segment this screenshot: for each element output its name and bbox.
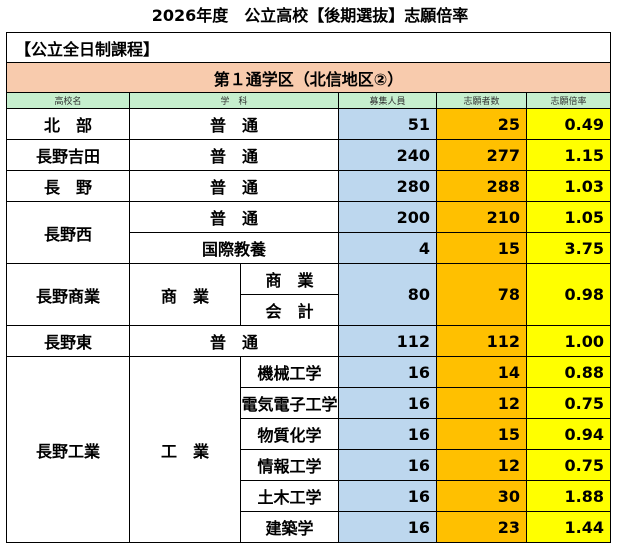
district-label: 第１通学区（北信地区②） <box>5 62 612 93</box>
course-name: 会 計 <box>240 294 339 326</box>
header-applicants: 志願者数 <box>436 92 527 109</box>
applicants-cell: 15 <box>436 232 527 264</box>
application-ratio-table: 【公立全日制課程】 第１通学区（北信地区②） 高校名 学 科 募集人員 志願者数… <box>5 32 612 543</box>
applicants-cell: 78 <box>436 263 527 326</box>
dept-name: 普 通 <box>129 139 339 171</box>
ratio-cell: 1.88 <box>525 480 612 512</box>
ratio-cell: 1.00 <box>525 325 612 357</box>
ratio-cell: 0.88 <box>525 356 612 388</box>
header-capacity: 募集人員 <box>338 92 437 109</box>
school-name: 長野東 <box>6 325 130 357</box>
capacity-cell: 16 <box>338 449 437 481</box>
table-row: 会 計 <box>7 294 611 326</box>
capacity-cell: 4 <box>338 232 437 264</box>
applicants-cell: 25 <box>436 108 527 140</box>
ratio-cell: 1.44 <box>525 511 612 543</box>
table-row: 長 野 普 通 280 288 1.03 <box>6 170 612 202</box>
ratio-cell: 0.75 <box>525 387 612 419</box>
table-row: 建築学 16 23 1.44 <box>7 511 612 543</box>
course-name: 電気電子工学 <box>240 387 339 419</box>
ratio-cell: 0.75 <box>525 449 612 481</box>
capacity-cell: 112 <box>338 325 437 357</box>
course-name: 情報工学 <box>240 449 339 481</box>
course-label: 【公立全日制課程】 <box>5 32 612 63</box>
applicants-cell: 14 <box>436 356 527 388</box>
table-row: 土木工学 16 30 1.88 <box>7 480 612 512</box>
school-name: 北 部 <box>6 108 130 140</box>
capacity-cell: 51 <box>338 108 437 140</box>
applicants-cell: 23 <box>436 511 527 543</box>
applicants-cell: 210 <box>436 201 527 233</box>
ratio-cell: 0.49 <box>525 108 612 140</box>
ratio-cell: 0.94 <box>525 418 612 450</box>
capacity-cell: 16 <box>338 480 437 512</box>
ratio-cell: 1.15 <box>525 139 612 171</box>
page-title: 2026年度 公立高校【後期選抜】志願倍率 <box>151 6 469 25</box>
ratio-cell: 3.75 <box>525 232 612 264</box>
header-school: 高校名 <box>6 92 130 109</box>
course-name: 物質化学 <box>240 418 339 450</box>
dept-name: 普 通 <box>129 170 339 202</box>
applicants-cell: 12 <box>436 387 527 419</box>
applicants-cell: 288 <box>436 170 527 202</box>
capacity-cell: 200 <box>338 201 437 233</box>
school-name: 長 野 <box>6 170 130 202</box>
table-row: 長野西 普 通 200 210 1.05 <box>6 201 612 264</box>
school-name: 長野西 <box>6 201 130 264</box>
capacity-cell: 16 <box>338 511 437 543</box>
capacity-cell: 240 <box>338 139 437 171</box>
capacity-cell: 16 <box>338 387 437 419</box>
dept-name: 普 通 <box>129 108 339 140</box>
dept-name: 商 業 <box>129 263 241 326</box>
capacity-cell: 16 <box>338 356 437 388</box>
table-row: 長野工業 工 業 機械工学 16 14 0.88 <box>6 356 612 543</box>
capacity-cell: 16 <box>338 418 437 450</box>
header-dept: 学 科 <box>129 92 339 109</box>
applicants-cell: 112 <box>436 325 527 357</box>
table-row: 長野商業 商 業 商 業 80 78 0.98 <box>6 263 612 326</box>
dept-name: 国際教養 <box>129 232 339 264</box>
capacity-cell: 80 <box>338 263 437 326</box>
school-name: 長野吉田 <box>6 139 130 171</box>
course-name: 商 業 <box>240 263 339 295</box>
ratio-cell: 1.03 <box>525 170 612 202</box>
course-name: 建築学 <box>240 511 339 543</box>
dept-name: 普 通 <box>129 325 339 357</box>
table-row: 長野吉田 普 通 240 277 1.15 <box>6 139 612 171</box>
course-name: 土木工学 <box>240 480 339 512</box>
applicants-cell: 12 <box>436 449 527 481</box>
applicants-cell: 277 <box>436 139 527 171</box>
header-ratio: 志願倍率 <box>525 92 612 109</box>
applicants-cell: 15 <box>436 418 527 450</box>
table-row: 北 部 普 通 51 25 0.49 <box>6 108 612 140</box>
table-row: 長野東 普 通 112 112 1.00 <box>6 325 612 357</box>
dept-name: 工 業 <box>129 356 241 543</box>
school-name: 長野工業 <box>6 356 130 543</box>
course-name: 機械工学 <box>240 356 339 388</box>
dept-name: 普 通 <box>129 201 339 233</box>
ratio-cell: 0.98 <box>525 263 612 326</box>
table-row: 国際教養 4 15 3.75 <box>7 232 612 264</box>
applicants-cell: 30 <box>436 480 527 512</box>
capacity-cell: 280 <box>338 170 437 202</box>
ratio-cell: 1.05 <box>525 201 612 233</box>
school-name: 長野商業 <box>6 263 130 326</box>
